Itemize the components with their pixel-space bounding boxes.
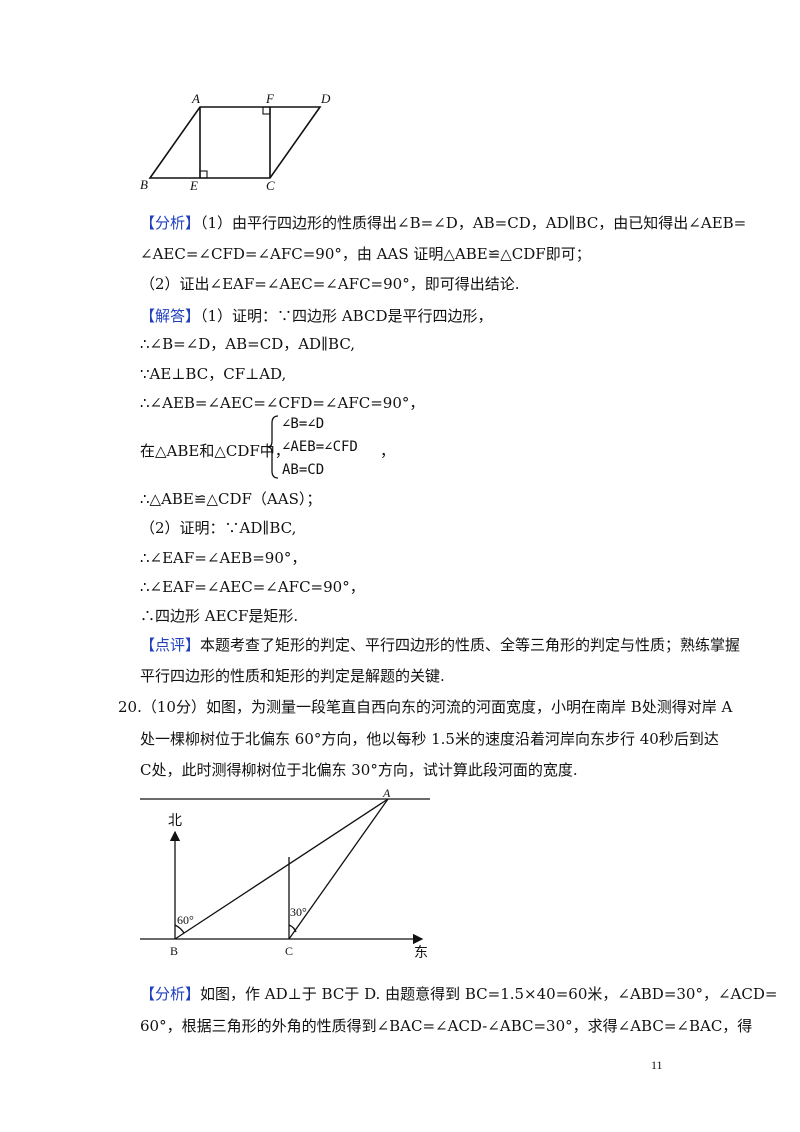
system-eq-3: AB=CD xyxy=(282,462,325,478)
solution-line-4: ∴∠AEB=∠AEC=∠CFD=∠AFC=90°， xyxy=(140,394,425,412)
analysis2-line-1: 【分析】如图，作 AD⊥于 BC于 D. 由题意得到 BC=1.5×40=60米… xyxy=(140,985,778,1003)
solution-line-10: ∴四边形 AECF是矩形. xyxy=(140,607,299,625)
analysis-line-3: （2）证出∠EAF=∠AEC=∠AFC=90°，即可得出结论. xyxy=(140,275,520,293)
problem-20-line-1: 20.（10分）如图，为测量一段笔直自西向东的河流的河面宽度，小明在南岸 B处测… xyxy=(118,698,733,716)
system-brace xyxy=(268,415,279,479)
problem-20-line-3: C处，此时测得柳树位于北偏东 30°方向，试计算此段河面的宽度. xyxy=(140,761,578,779)
solution-tag: 【解答】 xyxy=(140,307,201,325)
solution-line-2: ∴∠B=∠D，AB=CD，AD∥BC, xyxy=(140,335,356,353)
river-diagram: 北 东 A B C 60° 30° xyxy=(140,786,430,961)
label-a: A xyxy=(191,91,200,106)
comment-line-2: 平行四边形的性质和矩形的判定是解题的关键. xyxy=(140,667,445,685)
problem-20-line-2: 处一棵柳树位于北偏东 60°方向，他以每秒 1.5米的速度沿着河岸向东步行 40… xyxy=(140,730,719,748)
north-label: 北 xyxy=(168,813,182,829)
angle-30-label: 30° xyxy=(290,905,307,919)
label-d: D xyxy=(320,91,331,106)
analysis-line-2: ∠AEC=∠CFD=∠AFC=90°，由 AAS 证明△ABE≌△CDF即可； xyxy=(140,245,591,263)
label-b2: B xyxy=(170,944,178,958)
solution-line-6: ∴△ABE≌△CDF（AAS）； xyxy=(140,490,322,508)
angle-60-label: 60° xyxy=(177,913,194,927)
analysis2-line-2: 60°，根据三角形的外角的性质得到∠BAC=∠ACD-∠ABC=30°，求得∠A… xyxy=(140,1017,753,1035)
solution-line-8: ∴∠EAF=∠AEB=90°， xyxy=(140,549,307,567)
analysis-tag: 【分析】 xyxy=(140,214,201,232)
analysis2-tag: 【分析】 xyxy=(140,985,201,1003)
label-c2: C xyxy=(285,944,293,958)
label-f: F xyxy=(265,91,275,106)
comment-line-1: 【点评】本题考查了矩形的判定、平行四边形的性质、全等三角形的判定与性质；熟练掌握 xyxy=(140,636,741,654)
analysis-line-1: 【分析】（1）由平行四边形的性质得出∠B=∠D，AB=CD，AD∥BC，由已知得… xyxy=(140,214,747,232)
east-label: 东 xyxy=(414,945,428,961)
system-eq-2: ∠AEB=∠CFD xyxy=(282,439,358,455)
system-comma: ， xyxy=(380,442,396,460)
solution-line-5: 在△ABE和△CDF中， xyxy=(140,442,290,460)
label-c: C xyxy=(266,178,275,193)
label-a2: A xyxy=(382,786,391,800)
solution-line-3: ∵AE⊥BC，CF⊥AD, xyxy=(140,365,287,383)
parallelogram-figure: A F D B E C xyxy=(140,91,331,193)
system-eq-1: ∠B=∠D xyxy=(282,416,325,432)
label-b: B xyxy=(140,177,148,192)
page-number: 11 xyxy=(651,1058,663,1072)
solution-line-1: 【解答】（1）证明：∵四边形 ABCD是平行四边形， xyxy=(140,307,493,325)
label-e: E xyxy=(189,178,198,193)
comment-tag: 【点评】 xyxy=(140,636,201,654)
solution-line-9: ∴∠EAF=∠AEC=∠AFC=90°， xyxy=(140,578,365,596)
solution-line-7: （2）证明：∵AD∥BC, xyxy=(140,519,297,537)
